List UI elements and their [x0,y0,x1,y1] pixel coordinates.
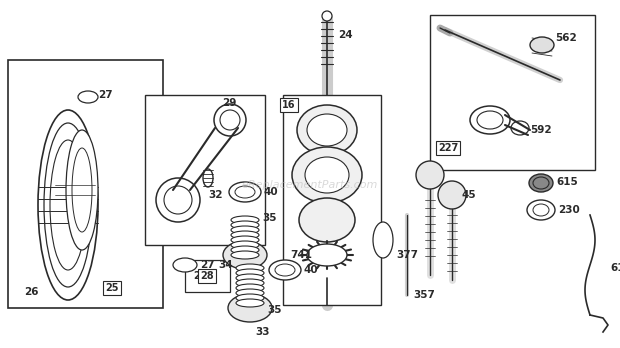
Ellipse shape [236,269,264,277]
Ellipse shape [203,169,213,187]
Ellipse shape [438,181,466,209]
Text: 741: 741 [290,250,312,260]
Text: 230: 230 [558,205,580,215]
Ellipse shape [305,157,349,193]
Text: 33: 33 [255,327,270,337]
Ellipse shape [373,222,393,258]
Text: 29: 29 [222,98,236,108]
Ellipse shape [529,174,553,192]
Text: 45: 45 [462,190,477,200]
Ellipse shape [231,236,259,244]
Text: 34: 34 [218,260,232,270]
Text: eReplacementParts.com: eReplacementParts.com [242,180,378,190]
Text: 28: 28 [200,271,214,281]
Text: 562: 562 [555,33,577,43]
Ellipse shape [72,148,92,232]
Bar [283,95,381,305]
Bar [145,95,265,245]
Ellipse shape [236,264,264,272]
Bar [430,15,595,170]
Ellipse shape [299,198,355,242]
Ellipse shape [236,294,264,302]
Ellipse shape [231,251,259,259]
Text: 377: 377 [396,250,418,260]
Bar [8,60,163,308]
Ellipse shape [269,260,301,280]
Ellipse shape [173,258,197,272]
Ellipse shape [156,178,200,222]
Ellipse shape [416,161,444,189]
Bar [185,260,230,292]
Ellipse shape [231,231,259,239]
Ellipse shape [322,11,332,21]
Ellipse shape [511,121,529,135]
Ellipse shape [477,111,503,129]
Ellipse shape [236,299,264,307]
Text: 27: 27 [98,90,113,100]
Ellipse shape [236,284,264,292]
Text: 35: 35 [267,305,281,315]
Ellipse shape [66,130,98,250]
Ellipse shape [231,246,259,254]
Text: 357: 357 [413,290,435,300]
Ellipse shape [44,123,92,287]
Text: 592: 592 [530,125,552,135]
Ellipse shape [231,226,259,234]
Ellipse shape [220,110,240,130]
Ellipse shape [275,264,295,276]
Ellipse shape [235,186,255,198]
Ellipse shape [231,241,259,249]
Text: 16: 16 [282,100,296,110]
Ellipse shape [236,274,264,282]
Text: 26: 26 [24,287,38,297]
Ellipse shape [231,221,259,229]
Text: 27: 27 [200,260,215,270]
Ellipse shape [307,244,347,266]
Text: 616: 616 [610,263,620,273]
Ellipse shape [297,105,357,155]
Text: 615: 615 [556,177,578,187]
Ellipse shape [78,91,98,103]
Ellipse shape [533,177,549,189]
Ellipse shape [231,216,259,224]
Ellipse shape [533,204,549,216]
Ellipse shape [292,147,362,203]
Text: 28: 28 [193,271,207,281]
Ellipse shape [164,186,192,214]
Ellipse shape [236,279,264,287]
Text: 40: 40 [304,265,319,275]
Text: 25: 25 [105,283,119,293]
Text: 35: 35 [262,213,277,223]
Ellipse shape [50,140,86,270]
Ellipse shape [223,241,267,269]
Ellipse shape [228,294,272,322]
Text: 227: 227 [438,143,458,153]
Text: 40: 40 [264,187,278,197]
Ellipse shape [38,110,98,300]
Ellipse shape [236,289,264,297]
Text: 24: 24 [338,30,353,40]
Ellipse shape [214,104,246,136]
Ellipse shape [229,182,261,202]
Ellipse shape [307,114,347,146]
Ellipse shape [527,200,555,220]
Ellipse shape [470,106,510,134]
Ellipse shape [530,37,554,53]
Text: 32: 32 [208,190,223,200]
